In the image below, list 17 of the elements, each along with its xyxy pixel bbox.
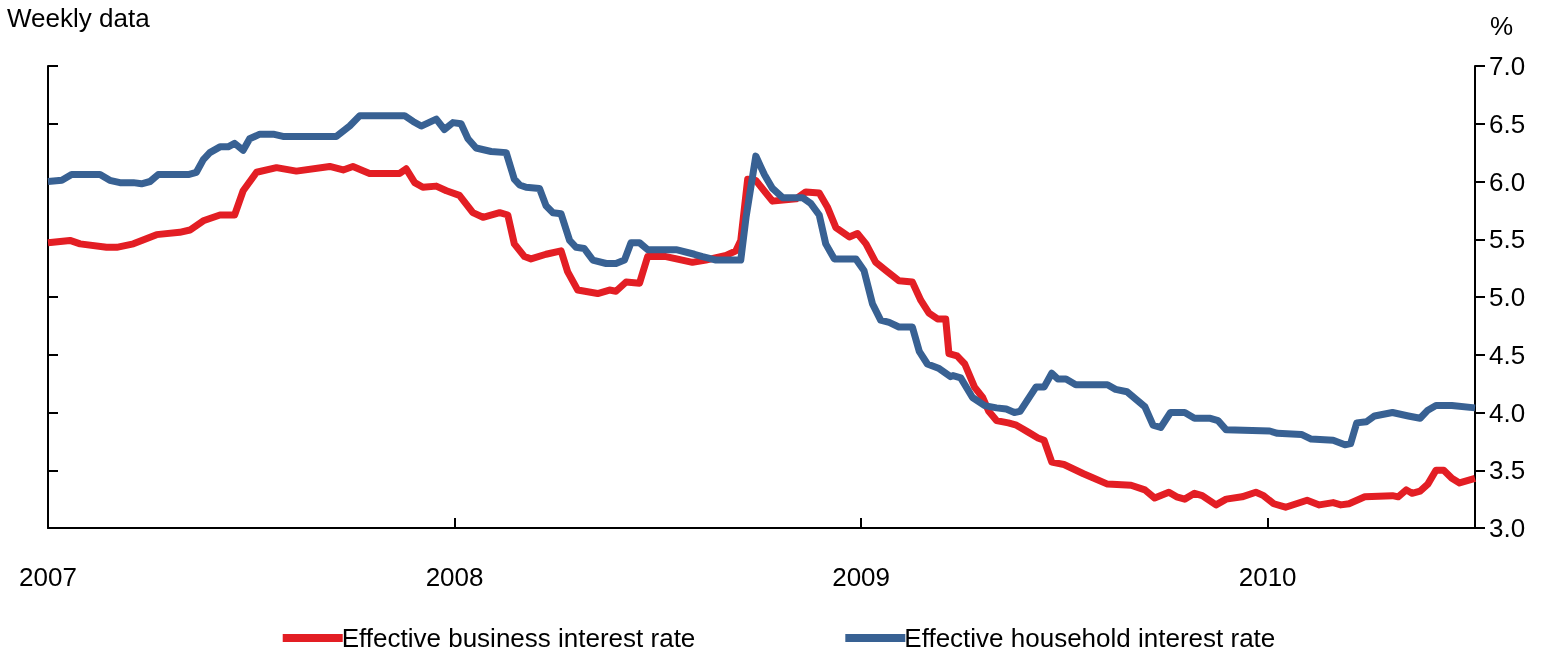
y-tick-label: 6.5: [1489, 108, 1526, 139]
legend-label: Effective household interest rate: [904, 623, 1276, 653]
chart-subtitle: Weekly data: [7, 3, 151, 33]
y-tick-label: 3.5: [1489, 455, 1526, 486]
y-tick-label: 4.5: [1489, 339, 1526, 370]
x-tick-label: 2010: [1238, 562, 1297, 592]
x-tick-label: 2008: [425, 562, 484, 592]
y-tick-label: 3.0: [1489, 513, 1526, 543]
y-tick-label: 5.5: [1489, 224, 1526, 255]
y-tick-label: 6.0: [1489, 166, 1526, 197]
y-tick-label: 7.0: [1489, 51, 1526, 81]
x-tick-label: 2009: [832, 562, 891, 592]
legend-label: Effective business interest rate: [341, 623, 696, 653]
y-tick-label: 4.0: [1489, 397, 1526, 428]
x-tick-label: 2007: [19, 562, 77, 592]
y-axis-title: %: [1489, 11, 1514, 41]
y-tick-label: 5.0: [1489, 282, 1526, 312]
